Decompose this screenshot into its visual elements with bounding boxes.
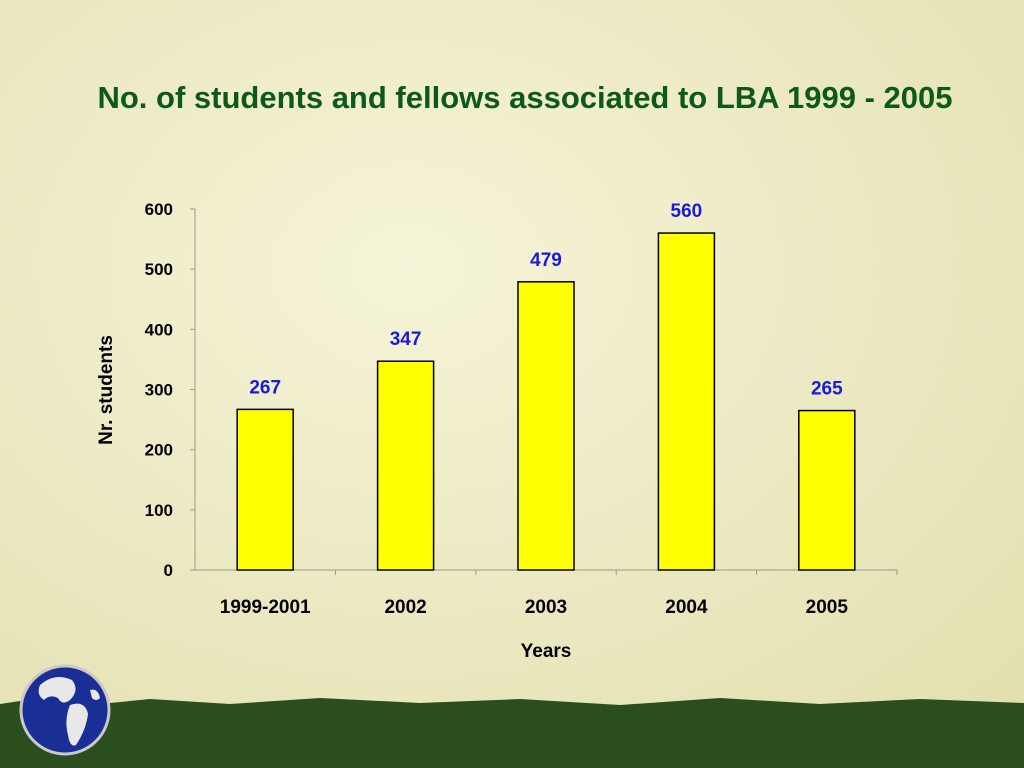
- bar: [376, 360, 435, 571]
- data-label: 347: [390, 329, 422, 350]
- y-tick-label: 200: [145, 441, 173, 460]
- x-axis-title: Years: [521, 641, 572, 662]
- bar: [657, 232, 716, 571]
- x-tick-label: 2004: [665, 597, 708, 618]
- x-tick-label: 2002: [384, 597, 426, 618]
- y-tick-label: 500: [145, 260, 173, 279]
- y-tick-label: 600: [145, 200, 173, 219]
- globe-icon: [19, 664, 111, 756]
- y-tick-label: 100: [145, 501, 173, 520]
- data-label: 267: [249, 377, 281, 398]
- y-tick-label: 400: [145, 320, 173, 339]
- bottom-band: [0, 698, 1024, 768]
- y-tick-label: 300: [145, 381, 173, 400]
- bar: [236, 408, 294, 571]
- x-tick-label: 1999-2001: [220, 597, 311, 618]
- y-tick-label: 0: [164, 561, 173, 580]
- data-label: 479: [530, 250, 562, 271]
- x-tick-label: 2003: [525, 597, 567, 618]
- chart-title: No. of students and fellows associated t…: [97, 80, 953, 115]
- bar: [798, 409, 856, 571]
- data-label: 265: [811, 379, 843, 400]
- y-axis-title: Nr. students: [96, 335, 117, 445]
- x-tick-label: 2005: [806, 597, 849, 618]
- data-label: 560: [671, 201, 703, 222]
- bar: [517, 281, 575, 571]
